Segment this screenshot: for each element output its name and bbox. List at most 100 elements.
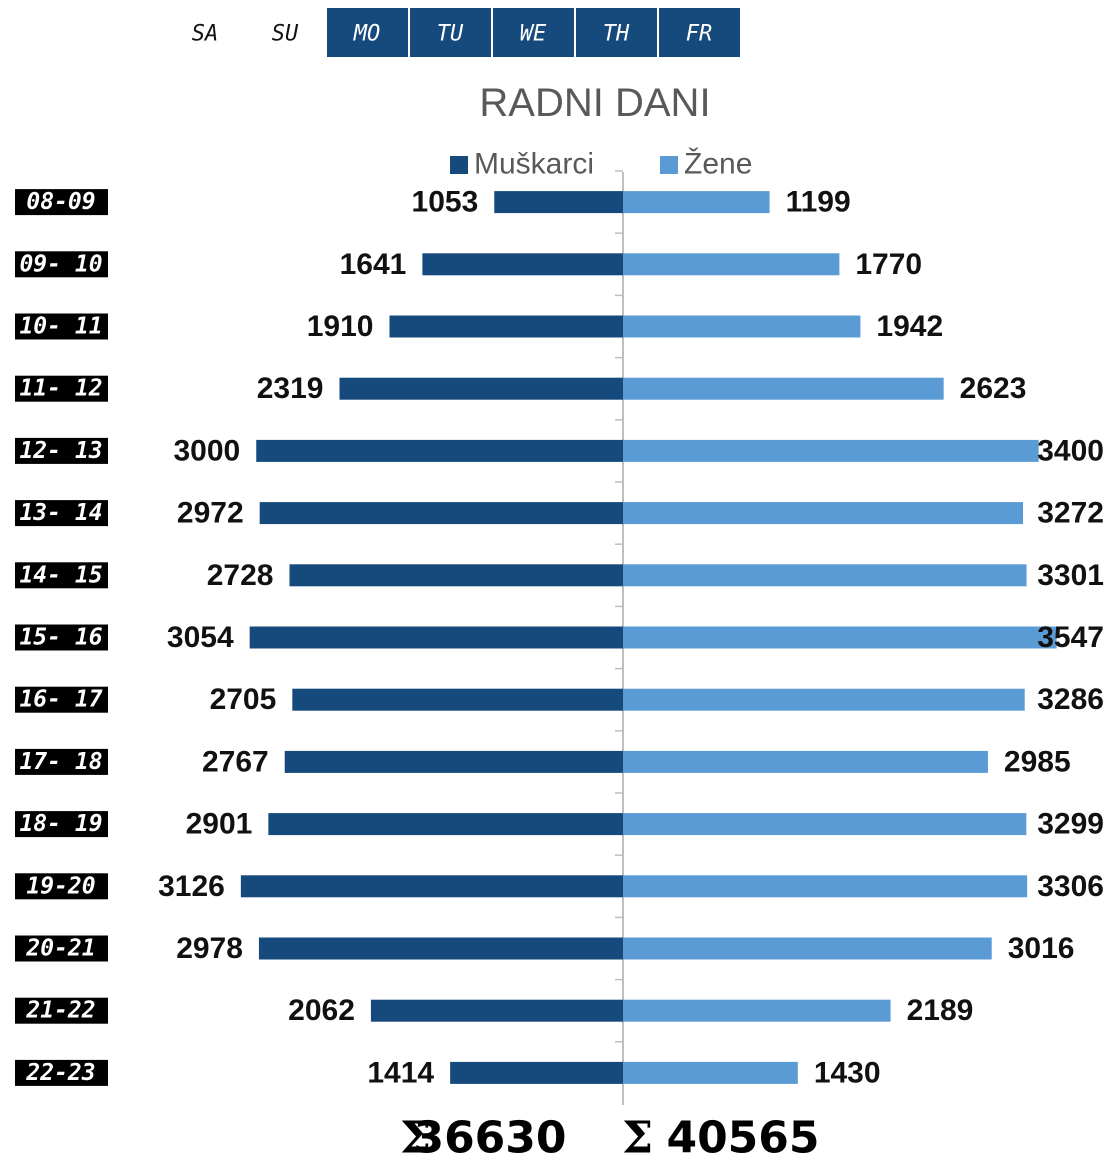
category-label: 18- 19 [19,811,102,837]
category-box [15,500,108,527]
value-label: 3126 [158,870,225,903]
value-label: 1641 [340,248,407,281]
bar-women [623,999,891,1022]
day-button[interactable] [493,8,574,57]
category-box [15,935,108,962]
bar-men [370,999,623,1022]
category-box [15,313,108,340]
category-label: 16- 17 [19,687,102,713]
value-label: 3016 [1008,932,1075,965]
category-box [15,624,108,651]
value-label: 3272 [1037,497,1104,530]
day-button[interactable] [410,8,491,57]
day-label[interactable]: SA [192,22,219,47]
bar-men [422,253,623,276]
category-label: 20-21 [25,936,95,962]
bar-women [623,315,861,338]
category-label: 11- 12 [19,376,102,402]
day-label[interactable]: SU [272,22,299,47]
day-label: FR [686,22,713,47]
bar-women [623,191,770,214]
value-label: 1430 [814,1056,881,1089]
day-label: MO [353,22,381,47]
category-box [15,811,108,838]
bar-women [623,377,944,400]
legend-label: Žene [684,148,752,181]
category-label: 10- 11 [19,314,102,340]
bar-women [623,253,840,276]
category-label: 13- 14 [19,500,102,526]
bar-women [623,937,992,960]
bar-men [494,191,623,214]
value-label: 3547 [1037,621,1104,654]
value-label: 2767 [202,745,269,778]
category-label: 14- 15 [19,562,102,588]
value-label: 2189 [907,994,974,1027]
total-value: 36630 [413,1113,566,1163]
category-box [15,251,108,278]
category-box [15,189,108,216]
bar-men [258,937,623,960]
chart-title: RADNI DANI [479,81,710,125]
value-label: 1910 [307,310,374,343]
value-label: 2062 [288,994,355,1027]
value-label: 2978 [176,932,243,965]
bar-men [256,439,623,462]
legend-label: Muškarci [474,148,594,181]
total-value: 40565 [666,1113,819,1163]
day-button[interactable] [327,8,408,57]
value-label: 1414 [367,1056,434,1089]
value-label: 3000 [174,434,241,467]
category-label: 15- 16 [19,625,102,651]
category-label: 08-09 [26,189,95,215]
value-label: 2972 [177,497,244,530]
total-symbol: Σ [622,1113,653,1163]
value-label: 3301 [1037,559,1104,592]
category-box [15,748,108,775]
bar-women [623,750,988,773]
value-label: 3286 [1037,683,1104,716]
category-label: 09- 10 [19,251,102,277]
bar-women [623,626,1057,649]
category-label: 21-22 [25,998,95,1024]
value-label: 1199 [786,186,851,219]
total-symbol: Σ [400,1113,431,1163]
bar-men [240,875,623,898]
bar-women [623,813,1027,836]
category-label: 12- 13 [19,438,102,464]
category-label: 22-23 [25,1060,95,1086]
value-label: 2901 [186,808,253,841]
day-label: TH [603,22,630,47]
bar-men [389,315,623,338]
category-box [15,686,108,713]
category-box [15,1059,108,1086]
bar-men [339,377,623,400]
bar-men [450,1061,623,1084]
bar-women [623,875,1028,898]
value-label: 2705 [210,683,277,716]
category-box [15,375,108,402]
day-button[interactable] [576,8,657,57]
day-label: TU [437,22,464,47]
value-label: 2319 [257,372,324,405]
bar-men [259,502,623,525]
day-label: WE [520,22,547,47]
value-label: 2728 [207,559,274,592]
category-box [15,997,108,1024]
value-label: 3054 [167,621,234,654]
bar-women [623,1061,798,1084]
value-label: 3400 [1037,434,1104,467]
day-button[interactable] [659,8,740,57]
value-label: 3299 [1037,808,1104,841]
bar-men [292,688,623,711]
bar-women [623,564,1027,587]
category-label: 17- 18 [19,749,102,775]
value-label: 2623 [960,372,1027,405]
bar-women [623,688,1025,711]
value-label: 1770 [855,248,922,281]
bar-women [623,502,1024,525]
value-label: 3306 [1037,870,1104,903]
bar-men [289,564,623,587]
value-label: 1942 [876,310,943,343]
bar-men [284,750,623,773]
